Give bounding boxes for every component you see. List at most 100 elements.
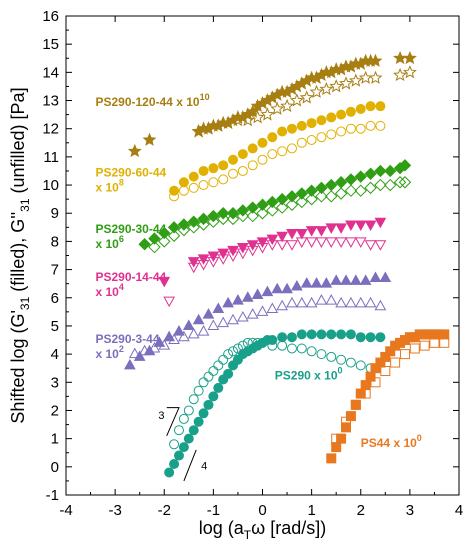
series-label: x 108 bbox=[95, 178, 123, 195]
open-point bbox=[325, 294, 338, 305]
filled-point bbox=[276, 231, 288, 243]
open-point bbox=[374, 178, 387, 192]
open-point bbox=[345, 123, 356, 134]
open-point bbox=[183, 405, 194, 416]
open-point bbox=[277, 340, 288, 351]
filled-point bbox=[393, 50, 408, 65]
filled-point bbox=[305, 184, 318, 197]
filled-point bbox=[368, 53, 383, 67]
open-point bbox=[227, 313, 239, 325]
y-tick-label: 12 bbox=[42, 121, 59, 138]
open-point bbox=[354, 237, 367, 248]
filled-point bbox=[261, 285, 274, 297]
filled-point bbox=[286, 228, 298, 240]
filled-point bbox=[143, 344, 156, 356]
filled-point bbox=[325, 178, 338, 192]
open-point bbox=[339, 76, 353, 90]
open-point bbox=[208, 177, 219, 188]
filled-point bbox=[208, 163, 219, 174]
open-point bbox=[228, 168, 239, 179]
open-point bbox=[128, 347, 141, 359]
series-ps290-14-44 bbox=[158, 217, 387, 308]
filled-point bbox=[169, 185, 180, 196]
filled-point bbox=[285, 190, 299, 203]
filled-point bbox=[207, 251, 220, 263]
filled-point bbox=[257, 137, 268, 148]
filled-point bbox=[325, 223, 338, 234]
series-ps290-60-44 bbox=[169, 101, 386, 202]
open-point bbox=[374, 240, 387, 251]
filled-point bbox=[223, 368, 234, 379]
filled-point bbox=[336, 329, 347, 340]
series-label: PS290-120-44 x 1010 bbox=[95, 92, 209, 109]
open-point bbox=[223, 349, 234, 360]
open-point bbox=[335, 296, 347, 308]
filled-point bbox=[173, 450, 184, 461]
open-point bbox=[439, 337, 450, 348]
filled-point bbox=[295, 187, 309, 200]
open-point bbox=[187, 221, 200, 234]
plot-frame bbox=[65, 15, 460, 496]
filled-point bbox=[198, 165, 209, 176]
open-point bbox=[364, 240, 377, 251]
x-axis-label: log (aTω [rad/s]) bbox=[199, 518, 326, 542]
filled-point bbox=[355, 388, 366, 399]
filled-point bbox=[349, 274, 362, 285]
open-point bbox=[299, 90, 314, 104]
filled-point bbox=[291, 279, 303, 291]
filled-point bbox=[374, 217, 387, 229]
open-point bbox=[247, 160, 258, 171]
open-point bbox=[296, 343, 307, 354]
open-point bbox=[228, 346, 239, 357]
filled-point bbox=[133, 350, 146, 361]
open-point bbox=[197, 325, 210, 336]
filled-point bbox=[345, 220, 357, 232]
filled-point bbox=[374, 164, 387, 178]
filled-point bbox=[213, 382, 224, 393]
open-point bbox=[398, 176, 412, 189]
open-point bbox=[345, 296, 357, 308]
open-point bbox=[393, 176, 407, 189]
open-point bbox=[286, 296, 298, 308]
filled-point bbox=[267, 335, 278, 346]
open-point bbox=[419, 340, 430, 351]
filled-point bbox=[266, 234, 279, 246]
open-point bbox=[232, 343, 243, 354]
filled-point bbox=[158, 276, 171, 288]
filled-point bbox=[306, 329, 317, 340]
open-point bbox=[178, 330, 190, 342]
open-point bbox=[275, 201, 289, 214]
open-point bbox=[237, 165, 248, 176]
filled-point bbox=[266, 195, 279, 209]
x-tick-label: 3 bbox=[406, 502, 414, 519]
open-point bbox=[375, 120, 386, 131]
x-tick-label: -4 bbox=[59, 502, 72, 519]
filled-point bbox=[354, 220, 367, 232]
filled-point bbox=[296, 329, 307, 340]
open-point bbox=[429, 337, 440, 348]
open-point bbox=[218, 174, 229, 185]
slope-label: 3 bbox=[158, 410, 164, 422]
y-tick-label: 6 bbox=[51, 290, 59, 307]
filled-point bbox=[286, 332, 297, 343]
filled-point bbox=[277, 332, 288, 343]
filled-point bbox=[138, 238, 151, 251]
slope-label: 4 bbox=[201, 461, 207, 473]
filled-point bbox=[402, 51, 417, 65]
filled-point bbox=[188, 171, 199, 182]
filled-point bbox=[326, 112, 337, 123]
open-point bbox=[384, 178, 397, 192]
filled-point bbox=[216, 207, 230, 220]
y-tick-label: 1 bbox=[51, 431, 59, 448]
x-tick-label: -2 bbox=[158, 502, 171, 519]
filled-point bbox=[124, 358, 136, 370]
open-point bbox=[325, 190, 338, 203]
open-point bbox=[277, 146, 288, 157]
filled-point bbox=[251, 288, 264, 299]
filled-point bbox=[364, 167, 377, 180]
x-tick-label: -1 bbox=[207, 502, 220, 519]
x-tick-label: -3 bbox=[108, 502, 121, 519]
filled-point bbox=[305, 226, 318, 237]
filled-point bbox=[315, 181, 328, 195]
